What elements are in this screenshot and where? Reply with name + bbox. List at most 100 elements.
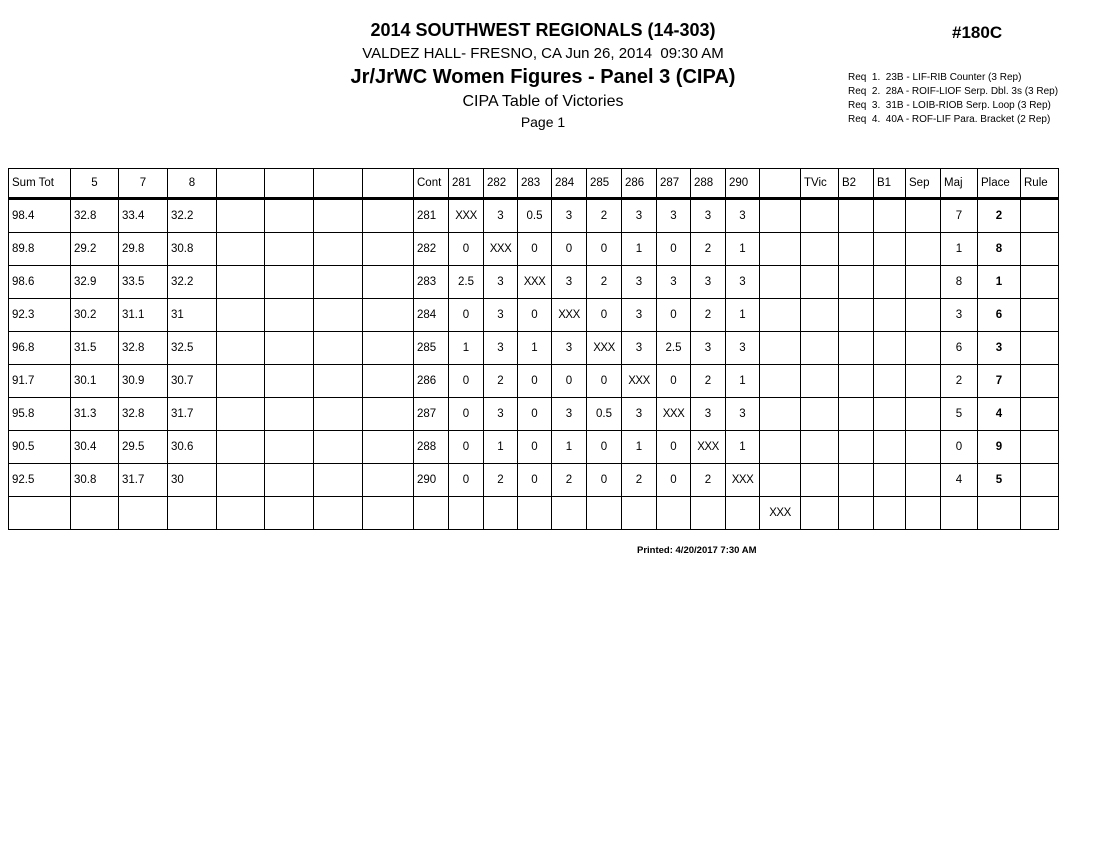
- cell: XXX: [517, 265, 552, 299]
- cell: [313, 496, 363, 530]
- cell: 3: [551, 397, 587, 431]
- cell: [838, 430, 874, 464]
- header-cell: 282: [483, 168, 518, 200]
- cell: 0: [656, 430, 691, 464]
- cell: 0: [448, 298, 484, 332]
- cell: 2: [586, 198, 622, 233]
- cell: 92.3: [8, 298, 71, 332]
- header-cell: Sep: [905, 168, 941, 200]
- cell: 0: [586, 298, 622, 332]
- cell: 0: [517, 232, 552, 266]
- cell: 0: [448, 463, 484, 497]
- cell: [1020, 496, 1059, 530]
- cell: 29.5: [118, 430, 168, 464]
- cell: 0: [656, 232, 691, 266]
- cell: 3: [690, 331, 726, 365]
- cell: 0.5: [517, 198, 552, 233]
- cell: 31.5: [70, 331, 119, 365]
- cell: [800, 397, 839, 431]
- cell: [940, 496, 978, 530]
- cell: [1020, 331, 1059, 365]
- requirements-list: Req 1. 23B - LIF-RIB Counter (3 Rep) Req…: [848, 71, 1058, 127]
- cell: 33.4: [118, 198, 168, 233]
- header-cell: TVic: [800, 168, 839, 200]
- header-cell: 5: [70, 168, 119, 200]
- cell: [838, 265, 874, 299]
- cell: [1020, 430, 1059, 464]
- cell: [551, 496, 587, 530]
- printed-timestamp: Printed: 4/20/2017 7:30 AM: [637, 545, 757, 556]
- cell: [362, 364, 414, 398]
- cell: [167, 496, 217, 530]
- cell: 32.8: [70, 198, 119, 233]
- cell: 3: [977, 331, 1021, 365]
- cell: [216, 397, 265, 431]
- cell: 2: [690, 298, 726, 332]
- cell: 32.8: [118, 397, 168, 431]
- cell: 31.7: [118, 463, 168, 497]
- cell: 1: [725, 232, 760, 266]
- cell: 3: [725, 397, 760, 431]
- cell: 1: [977, 265, 1021, 299]
- cell: [1020, 232, 1059, 266]
- cell: 3: [621, 298, 657, 332]
- cell: 32.8: [118, 331, 168, 365]
- cell: [313, 198, 363, 233]
- cell: 6: [940, 331, 978, 365]
- cell: 2.5: [448, 265, 484, 299]
- cell: [759, 463, 801, 497]
- cell: [838, 298, 874, 332]
- cell: [362, 265, 414, 299]
- cell: [264, 430, 314, 464]
- header-cell: 287: [656, 168, 691, 200]
- cell: [264, 232, 314, 266]
- cell: [873, 397, 906, 431]
- cell: [800, 331, 839, 365]
- cell: 30.8: [70, 463, 119, 497]
- cell: 0: [551, 232, 587, 266]
- cell: XXX: [690, 430, 726, 464]
- cell: 0: [586, 364, 622, 398]
- cell: [759, 430, 801, 464]
- cell: [759, 265, 801, 299]
- header-cell: 290: [725, 168, 760, 200]
- cell: [216, 496, 265, 530]
- cell: [905, 331, 941, 365]
- cell: [800, 364, 839, 398]
- cell: [313, 463, 363, 497]
- cell: 30.6: [167, 430, 217, 464]
- cell: 0: [586, 232, 622, 266]
- cell: 1: [725, 364, 760, 398]
- cell: [264, 298, 314, 332]
- header-cell: [313, 168, 363, 200]
- cell: [873, 430, 906, 464]
- cell: 0: [517, 463, 552, 497]
- cell: 96.8: [8, 331, 71, 365]
- event-title: Jr/JrWC Women Figures - Panel 3 (CIPA): [350, 66, 736, 88]
- cell: 2: [483, 463, 518, 497]
- cell: 31.3: [70, 397, 119, 431]
- cell: [8, 496, 71, 530]
- cell: 285: [413, 331, 449, 365]
- cell: 31: [167, 298, 217, 332]
- cell: 32.5: [167, 331, 217, 365]
- cell: [1020, 198, 1059, 233]
- cell: [759, 364, 801, 398]
- cell: [362, 430, 414, 464]
- cell: 1: [621, 232, 657, 266]
- cell: 89.8: [8, 232, 71, 266]
- cell: 284: [413, 298, 449, 332]
- cell: [838, 463, 874, 497]
- cell: 3: [551, 331, 587, 365]
- cell: 3: [725, 198, 760, 233]
- cell: 282: [413, 232, 449, 266]
- cell: 31.7: [167, 397, 217, 431]
- cell: [216, 463, 265, 497]
- cell: [118, 496, 168, 530]
- cell: [216, 198, 265, 233]
- cell: XXX: [621, 364, 657, 398]
- requirement-line: Req 1. 23B - LIF-RIB Counter (3 Rep): [848, 72, 1022, 83]
- header-cell: 281: [448, 168, 484, 200]
- header-cell: 283: [517, 168, 552, 200]
- report-header: 2014 SOUTHWEST REGIONALS (14-303) VALDEZ…: [0, 16, 1086, 131]
